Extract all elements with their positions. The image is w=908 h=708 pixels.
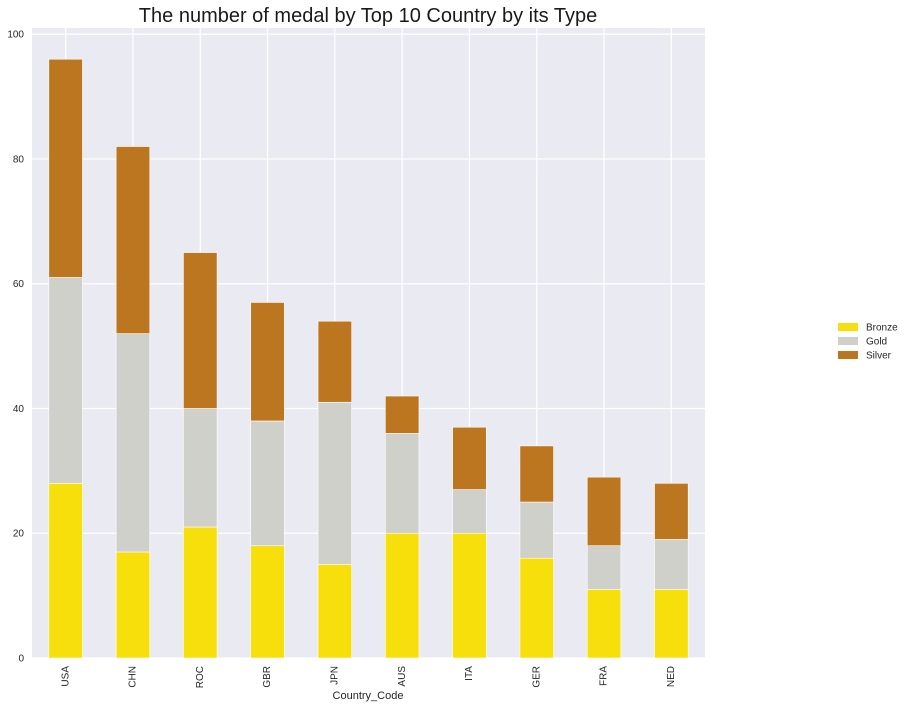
bar-silver-aus <box>385 395 420 434</box>
x-tick-label: JPN <box>329 666 340 685</box>
bar-gold-roc <box>183 408 218 528</box>
bar-gold-aus <box>385 433 420 534</box>
bar-bronze-ita <box>452 532 487 659</box>
bar-silver-gbr <box>250 302 285 422</box>
bar-silver-ita <box>452 426 487 490</box>
bar-silver-usa <box>48 58 83 278</box>
legend-label-silver: Silver <box>866 351 892 362</box>
bar-silver-fra <box>586 476 622 547</box>
x-tick-label: CHN <box>128 666 139 688</box>
y-tick-label: 100 <box>7 30 24 41</box>
y-tick-label: 80 <box>13 154 25 165</box>
legend-swatch-bronze <box>838 323 858 331</box>
legend-swatch-gold <box>838 337 858 345</box>
legend-label-bronze: Bronze <box>866 323 898 334</box>
bar-bronze-roc <box>183 526 218 659</box>
bar-silver-ger <box>519 445 554 503</box>
bar-gold-ger <box>519 501 554 559</box>
x-tick-label: GER <box>531 666 542 688</box>
x-tick-label: GBR <box>262 666 273 688</box>
bar-bronze-ger <box>519 557 554 659</box>
bar-gold-ita <box>452 489 487 534</box>
bar-silver-roc <box>183 252 218 409</box>
bar-bronze-aus <box>385 532 420 659</box>
bar-silver-ned <box>654 483 689 540</box>
bar-gold-fra <box>586 545 622 590</box>
x-tick-label: AUS <box>397 666 408 687</box>
bar-bronze-ned <box>654 589 689 659</box>
legend-swatch-silver <box>838 351 858 359</box>
bar-gold-jpn <box>317 401 352 565</box>
bar-bronze-jpn <box>317 564 352 659</box>
x-tick-label: ITA <box>464 666 475 681</box>
bar-gold-ned <box>654 539 689 590</box>
bar-gold-gbr <box>250 420 285 547</box>
x-tick-label: NED <box>666 666 677 687</box>
y-tick-label: 60 <box>13 279 25 290</box>
bar-bronze-usa <box>48 483 83 659</box>
x-axis: USA CHN ROC GBR JPN AUS ITA GER FRA NED <box>60 666 677 689</box>
y-tick-label: 0 <box>18 654 24 665</box>
legend: Bronze Gold Silver <box>838 323 898 362</box>
bar-bronze-fra <box>586 589 622 659</box>
x-axis-label: Country_Code <box>333 690 404 702</box>
legend-label-gold: Gold <box>866 337 887 348</box>
bar-silver-jpn <box>317 320 352 403</box>
bars <box>48 58 689 659</box>
y-tick-label: 20 <box>13 529 25 540</box>
x-tick-label: USA <box>60 666 71 687</box>
x-tick-label: FRA <box>599 666 610 686</box>
bar-silver-chn <box>115 146 151 334</box>
bar-bronze-chn <box>115 551 151 659</box>
bar-gold-chn <box>115 333 151 553</box>
y-axis: 0 20 40 60 80 100 <box>7 30 24 665</box>
y-tick-label: 40 <box>13 404 25 415</box>
chart-title: The number of medal by Top 10 Country by… <box>139 5 597 27</box>
bar-bronze-gbr <box>250 545 285 659</box>
x-tick-label: ROC <box>195 666 206 688</box>
bar-gold-usa <box>48 277 83 484</box>
